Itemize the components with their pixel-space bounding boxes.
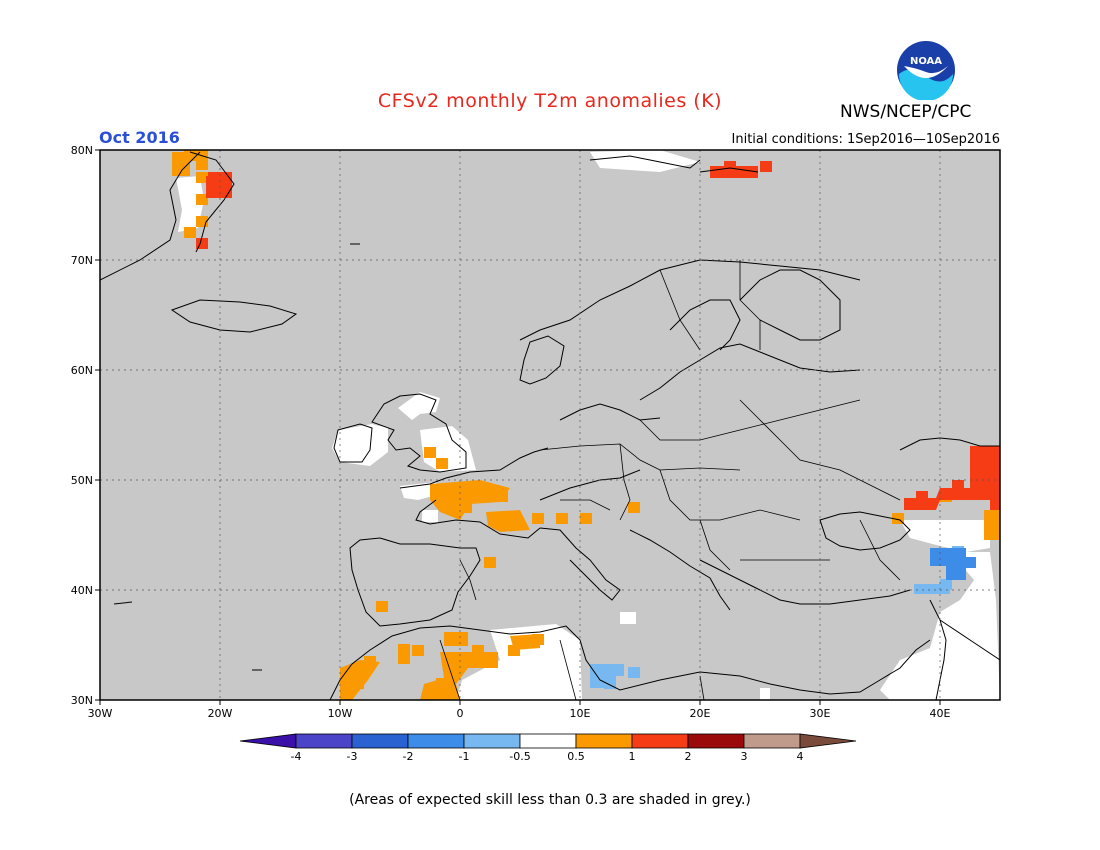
latitude-label: 60N	[71, 364, 93, 377]
warm-regions	[172, 152, 1000, 700]
anomaly-cell	[604, 678, 616, 689]
anomaly-cell	[412, 645, 424, 656]
anomaly-cell	[760, 161, 772, 172]
longitude-label: 10E	[570, 707, 591, 720]
anomaly-cell	[424, 447, 436, 458]
colorbar-swatch	[519, 733, 577, 749]
latitude-ticks: 80N 70N 60N 50N 40N 30N	[71, 144, 100, 707]
anomaly-cell	[196, 194, 208, 205]
latitude-label: 50N	[71, 474, 93, 487]
colorbar-swatch	[463, 733, 521, 749]
anomaly-cell	[916, 491, 928, 502]
longitude-label: 30E	[810, 707, 831, 720]
colorbar-label: 3	[741, 750, 748, 763]
colorbar-swatch	[407, 733, 465, 749]
colorbar-label: 4	[797, 750, 804, 763]
forecast-month: Oct 2016	[99, 128, 180, 147]
latitude-label: 80N	[71, 144, 93, 157]
colorbar-label: -0.5	[509, 750, 530, 763]
longitude-label: 30W	[88, 707, 113, 720]
anomaly-cell	[436, 458, 448, 469]
longitude-label: 20W	[208, 707, 233, 720]
anomaly-cell	[484, 557, 496, 568]
colorbar-label: 2	[685, 750, 692, 763]
longitude-label: 10W	[328, 707, 353, 720]
anomaly-cell	[628, 502, 640, 513]
anomaly-cell	[196, 216, 208, 227]
colorbar-swatch	[351, 733, 409, 749]
initial-conditions: Initial conditions: 1Sep2016—10Sep2016	[731, 132, 1000, 147]
near-zero-regions	[176, 150, 1000, 700]
anomaly-cell	[184, 227, 196, 238]
colorbar-label: -1	[459, 750, 470, 763]
colorbar-label: -4	[291, 750, 302, 763]
anomaly-cell	[472, 645, 484, 656]
colorbar-label: -2	[403, 750, 414, 763]
longitude-ticks: 30W 20W 10W 0 10E 20E 30E 40E	[88, 700, 951, 720]
colorbar-label: -3	[347, 750, 358, 763]
colorbar-label: 1	[629, 750, 636, 763]
noaa-logo-icon: NOAA	[896, 40, 956, 104]
anomaly-cell	[376, 601, 388, 612]
anomaly-cell	[196, 238, 208, 249]
colorbar-max-arrow	[799, 733, 857, 749]
anomaly-cell	[892, 513, 904, 524]
gridlines	[100, 150, 1000, 700]
map-title: CFSv2 monthly T2m anomalies (K)	[377, 90, 723, 112]
longitude-label: 20E	[690, 707, 711, 720]
coastlines	[100, 151, 1000, 700]
longitude-label: 0	[457, 707, 464, 720]
anomaly-cell	[556, 513, 568, 524]
anomaly-cell	[964, 557, 976, 568]
anomaly-cell	[580, 513, 592, 524]
colorbar-swatch	[295, 733, 353, 749]
colorbar-swatch	[743, 733, 801, 749]
anomaly-cell	[196, 172, 208, 183]
anomaly-cell	[952, 480, 964, 491]
agency-label: NWS/NCEP/CPC	[840, 102, 972, 122]
map-frame	[99, 149, 1001, 701]
footnote: (Areas of expected skill less than 0.3 a…	[349, 792, 751, 808]
longitude-label: 40E	[930, 707, 951, 720]
colorbar: -4 -3 -2 -1 -0.5 0.5 1 2 3 4	[239, 733, 857, 763]
anomaly-cell	[628, 667, 640, 678]
colorbar-min-arrow	[239, 733, 297, 749]
latitude-label: 30N	[71, 694, 93, 707]
logo-text: NOAA	[910, 56, 942, 67]
latitude-label: 40N	[71, 584, 93, 597]
map-background	[100, 150, 1000, 700]
colorbar-label: 0.5	[567, 750, 585, 763]
colorbar-swatch	[575, 733, 633, 749]
latitude-label: 70N	[71, 254, 93, 267]
colorbar-swatch	[687, 733, 745, 749]
anomaly-cell	[532, 513, 544, 524]
colorbar-swatch	[631, 733, 689, 749]
anomaly-cell	[508, 645, 520, 656]
